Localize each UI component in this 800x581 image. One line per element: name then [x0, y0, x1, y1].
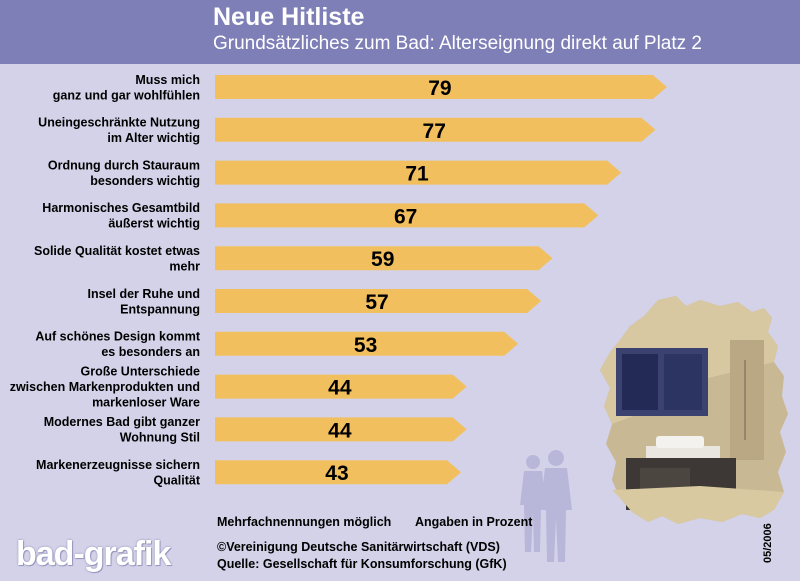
- couple-silhouette-icon: [520, 450, 572, 562]
- bar-10: [215, 460, 461, 485]
- bar-5: [215, 246, 553, 271]
- category-label-4: Harmonisches Gesamtbild äußerst wichtig: [42, 201, 200, 231]
- bar-2: [215, 117, 656, 142]
- category-label-9: Modernes Bad gibt ganzer Wohnung Stil: [44, 415, 200, 445]
- bar-value-4: 67: [394, 205, 417, 228]
- copyright-text: ©Vereinigung Deutsche Sanitärwirtschaft …: [217, 540, 500, 554]
- header-band: [0, 0, 800, 64]
- bar-value-6: 57: [365, 291, 388, 314]
- page-subtitle: Grundsätzliches zum Bad: Alterseignung d…: [213, 33, 702, 54]
- category-label-7: Auf schönes Design kommt es besonders an: [35, 330, 200, 360]
- category-label-5: Solide Qualität kostet etwas mehr: [34, 244, 200, 274]
- bar-4: [215, 203, 599, 228]
- bar-value-1: 79: [428, 77, 451, 100]
- bad-grafik-logo: bad-grafik: [16, 535, 171, 573]
- category-label-1: Muss mich ganz und gar wohlfühlen: [53, 73, 200, 103]
- page-title: Neue Hitliste: [213, 3, 365, 31]
- bar-value-10: 43: [325, 462, 348, 485]
- bar-value-3: 71: [405, 163, 429, 186]
- bar-9: [215, 417, 467, 442]
- bar-value-9: 44: [328, 419, 352, 442]
- bar-value-2: 77: [423, 120, 446, 143]
- bar-3: [215, 160, 622, 185]
- bar-8: [215, 374, 467, 399]
- date-label: 05/2006: [762, 523, 774, 563]
- category-label-8: Große Unterschiede zwischen Markenprodukt…: [10, 365, 200, 410]
- bar-value-7: 53: [354, 334, 377, 357]
- bar-6: [215, 289, 542, 313]
- category-label-10: Markenerzeugnisse sichern Qualität: [36, 458, 201, 488]
- category-label-3: Ordnung durch Stauraum besonders wichtig: [48, 158, 200, 188]
- note-unit: Angaben in Prozent: [415, 515, 533, 529]
- category-label-2: Uneingeschränkte Nutzung im Alter wichtig: [38, 116, 200, 146]
- bar-1: [215, 75, 667, 99]
- bar-value-5: 59: [371, 248, 394, 271]
- source-text: Quelle: Gesellschaft für Konsumforschung…: [217, 557, 507, 571]
- bathroom-germany-map-photo-icon: [600, 296, 788, 524]
- bar-7: [215, 331, 519, 356]
- note-multiple-answers: Mehrfachnennungen möglich: [217, 515, 392, 529]
- bar-value-8: 44: [328, 377, 352, 400]
- category-label-6: Insel der Ruhe und Entspannung: [87, 287, 200, 317]
